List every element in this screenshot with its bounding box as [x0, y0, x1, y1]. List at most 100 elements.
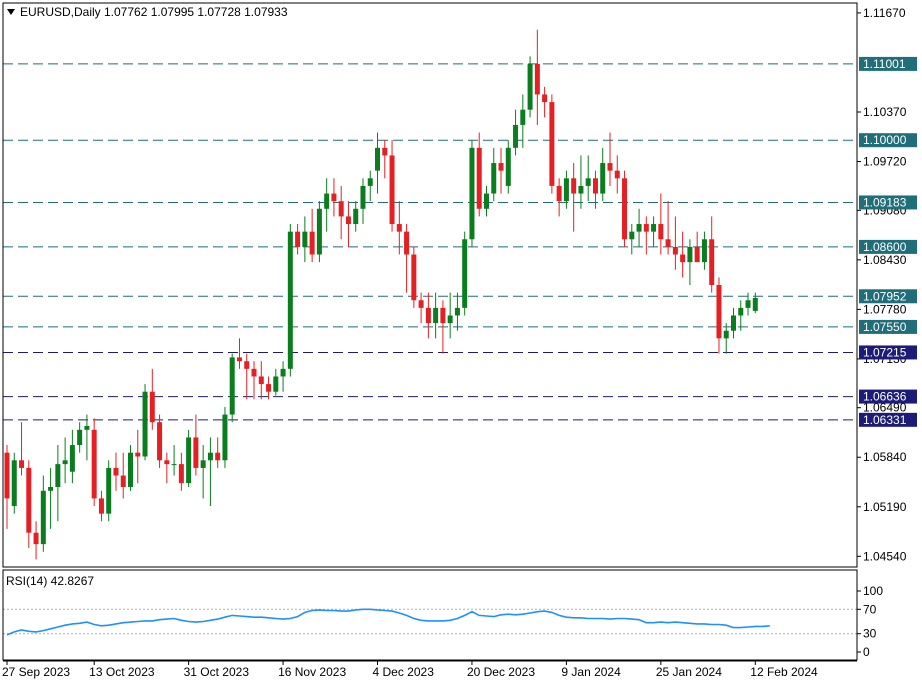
bear-candle: [135, 452, 141, 457]
bear-candle: [425, 307, 431, 324]
main-chart-title: EURUSD,Daily: [20, 5, 101, 19]
ohlc-readout: 1.07762 1.07995 1.07728 1.07933: [104, 5, 288, 19]
bull-candle: [723, 330, 729, 339]
x-tick-label: 20 Dec 2023: [467, 665, 535, 679]
x-tick-label: 4 Dec 2023: [373, 665, 435, 679]
x-tick-label: 25 Jan 2024: [656, 665, 722, 679]
bear-candle: [215, 452, 221, 461]
bear-candle: [680, 254, 686, 263]
bear-candle: [411, 254, 417, 301]
x-tick-label: 12 Feb 2024: [750, 665, 818, 679]
bear-candle: [258, 376, 264, 385]
bull-candle: [491, 163, 497, 194]
y-tick-label: 1.09720: [863, 155, 907, 169]
y-tick-label: 1.07780: [863, 302, 907, 316]
bull-candle: [454, 307, 460, 316]
bull-candle: [701, 239, 707, 263]
bull-candle: [505, 147, 511, 186]
bull-candle: [585, 178, 591, 186]
bull-candle: [40, 490, 46, 545]
dropdown-triangle-icon[interactable]: [7, 9, 15, 15]
x-tick-label: 9 Jan 2024: [561, 665, 621, 679]
y-tick-label: 1.06490: [863, 401, 907, 415]
bear-candle: [622, 178, 628, 240]
level-price-label: 1.07215: [863, 345, 907, 359]
bull-candle: [433, 307, 439, 324]
rsi-y-tick-label: 70: [863, 602, 877, 616]
x-tick-label: 27 Sep 2023: [2, 665, 70, 679]
y-tick-label: 1.04540: [863, 549, 907, 563]
level-price-box: [859, 345, 917, 360]
bear-candle: [672, 246, 678, 255]
bull-candle: [69, 445, 75, 472]
rsi-line: [6, 608, 770, 636]
y-tick-label: 1.11670: [863, 6, 906, 20]
bull-candle: [77, 429, 83, 446]
bear-candle: [665, 239, 671, 247]
bull-candle: [462, 239, 468, 308]
candles-group: [4, 29, 758, 560]
bear-candle: [498, 163, 504, 171]
level-price-box: [859, 412, 917, 427]
bear-candle: [709, 239, 715, 285]
level-price-label: 1.06636: [863, 390, 907, 404]
bull-candle: [207, 452, 213, 461]
bull-candle: [731, 315, 736, 331]
bear-candle: [178, 464, 184, 484]
bull-candle: [738, 307, 744, 316]
bear-candle: [113, 467, 119, 476]
rsi-y-tick-label: 30: [863, 627, 877, 641]
bear-candle: [26, 467, 32, 533]
bear-candle: [244, 361, 250, 369]
level-price-label: 1.10000: [863, 133, 907, 147]
level-price-label: 1.09183: [863, 195, 907, 209]
x-tick-label: 16 Nov 2023: [278, 665, 346, 679]
level-price-label: 1.06331: [863, 413, 907, 427]
level-price-box: [859, 239, 917, 254]
bear-candle: [592, 178, 598, 194]
bear-candle: [91, 429, 97, 499]
bull-candle: [520, 109, 526, 125]
bull-candle: [287, 231, 293, 369]
bull-candle: [48, 486, 54, 491]
level-price-box: [859, 195, 917, 210]
bear-candle: [266, 384, 272, 392]
bull-candle: [229, 357, 235, 415]
bear-candle: [716, 285, 722, 339]
bull-candle: [745, 300, 751, 308]
level-price-label: 1.11001: [863, 57, 906, 71]
bull-candle: [200, 460, 206, 468]
main-panel-border: [2, 2, 858, 568]
bull-candle: [324, 193, 330, 209]
bear-candle: [4, 452, 10, 499]
bear-candle: [98, 498, 104, 514]
level-price-box: [859, 289, 917, 304]
bear-candle: [251, 368, 257, 377]
bear-candle: [19, 460, 25, 468]
bull-candle: [578, 185, 584, 194]
level-price-box: [859, 319, 917, 334]
bull-candle: [513, 124, 519, 148]
bear-candle: [694, 246, 700, 263]
x-tick-label: 13 Oct 2023: [89, 665, 155, 679]
bear-candle: [549, 102, 555, 186]
bull-candle: [752, 297, 758, 311]
y-tick-label: 1.05840: [863, 450, 907, 464]
bull-candle: [84, 426, 90, 430]
rsi-panel-border: [2, 569, 858, 661]
bull-candle: [222, 414, 228, 461]
rsi-group: [3, 608, 857, 636]
level-price-box: [859, 133, 917, 148]
bear-candle: [396, 224, 402, 232]
bull-candle: [186, 437, 192, 484]
level-price-label: 1.07952: [863, 289, 907, 303]
bear-candle: [556, 185, 562, 202]
bull-candle: [106, 467, 112, 514]
bull-candle: [302, 231, 308, 247]
bear-candle: [440, 307, 446, 324]
bull-candle: [171, 464, 177, 466]
bear-candle: [418, 300, 424, 308]
bear-candle: [382, 147, 388, 156]
